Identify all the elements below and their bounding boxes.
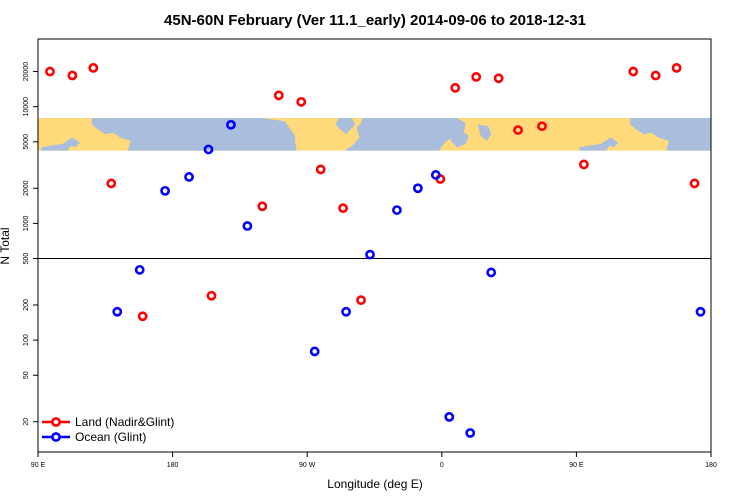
data-point xyxy=(450,82,461,93)
data-point xyxy=(226,119,236,130)
ocean-okhotsk xyxy=(117,118,158,138)
y-tick-label: 2000 xyxy=(23,180,30,196)
ocean-north-sea xyxy=(449,129,469,148)
ocean-okhotsk-east xyxy=(655,118,696,138)
data-point xyxy=(112,306,123,317)
y-tick-label: 50 xyxy=(23,371,30,379)
y-tick-label: 500 xyxy=(23,253,30,265)
ocean-atlantic xyxy=(344,118,466,151)
data-point xyxy=(257,201,268,212)
y-tick-label: 1000 xyxy=(23,216,30,232)
data-point xyxy=(471,71,482,82)
ocean-pacific-east xyxy=(630,118,711,151)
legend-marker xyxy=(51,417,61,427)
data-point xyxy=(671,62,682,73)
legend: Land (Nadir&Glint)Ocean (Glint) xyxy=(42,415,174,444)
data-point xyxy=(365,249,375,260)
data-point xyxy=(356,295,366,306)
data-point xyxy=(341,306,351,317)
data-point xyxy=(206,290,217,301)
data-point xyxy=(203,144,214,155)
ocean-pacific xyxy=(91,118,297,151)
data-point xyxy=(650,70,661,81)
data-point xyxy=(134,264,145,275)
map-band xyxy=(38,117,711,151)
ocean-hudson xyxy=(335,118,356,135)
x-tick-label: 180 xyxy=(167,462,179,469)
data-point xyxy=(88,62,99,73)
data-point xyxy=(465,428,476,438)
y-tick-label: 200 xyxy=(23,299,30,311)
legend-item: Land (Nadir&Glint) xyxy=(42,415,174,429)
x-tick-label: 180 xyxy=(705,462,717,469)
y-tick-label: 100 xyxy=(23,334,30,346)
legend-label: Ocean (Glint) xyxy=(75,430,146,444)
data-point xyxy=(392,205,402,215)
y-tick-label: 20 xyxy=(23,418,30,426)
legend-label: Land (Nadir&Glint) xyxy=(75,415,174,429)
plot-frame xyxy=(37,38,712,453)
data-point xyxy=(486,267,497,278)
x-tick-label: 0 xyxy=(440,462,444,469)
data-point xyxy=(513,125,523,135)
data-point xyxy=(309,346,320,357)
ocean-west-sea xyxy=(41,137,80,151)
data-point xyxy=(695,306,706,317)
data-point xyxy=(537,121,547,132)
y-axis-label: N Total xyxy=(0,227,12,264)
data-point xyxy=(184,172,194,182)
data-point xyxy=(160,185,171,196)
data-point xyxy=(315,164,326,175)
x-axis-label: Longitude (deg E) xyxy=(327,477,422,491)
data-point xyxy=(628,66,639,77)
plot-area: 90 E 180 90 W 0 90 E 180 20 50 100 200 500 1000 2000… xyxy=(23,38,717,469)
data-point xyxy=(67,70,78,81)
y-tick-label: 20000 xyxy=(23,62,30,82)
legend-item: Ocean (Glint) xyxy=(42,430,146,444)
y-tick-label: 5000 xyxy=(23,134,30,150)
ocean-baltic xyxy=(477,124,492,141)
legend-marker xyxy=(51,432,61,442)
ocean-east-sea xyxy=(579,137,619,151)
data-point xyxy=(296,96,307,107)
data-point xyxy=(444,411,455,422)
x-tick-label: 90 E xyxy=(569,462,584,469)
data-point xyxy=(106,178,117,189)
series-ocean xyxy=(112,119,706,438)
y-tick-label: 10000 xyxy=(23,97,30,117)
data-point xyxy=(412,183,423,194)
data-point xyxy=(430,170,441,180)
data-point xyxy=(689,178,700,189)
data-point xyxy=(493,73,504,84)
data-point xyxy=(45,66,55,77)
data-point xyxy=(242,221,253,231)
data-point xyxy=(338,203,348,214)
x-tick-label: 90 W xyxy=(299,462,316,469)
series-land xyxy=(45,62,700,322)
data-point xyxy=(137,311,148,322)
data-point xyxy=(578,159,589,170)
chart-title: 45N-60N February (Ver 11.1_early) 2014-0… xyxy=(164,12,586,29)
data-point xyxy=(273,90,284,101)
data-points xyxy=(45,62,706,438)
x-tick-label: 90 E xyxy=(31,462,46,469)
